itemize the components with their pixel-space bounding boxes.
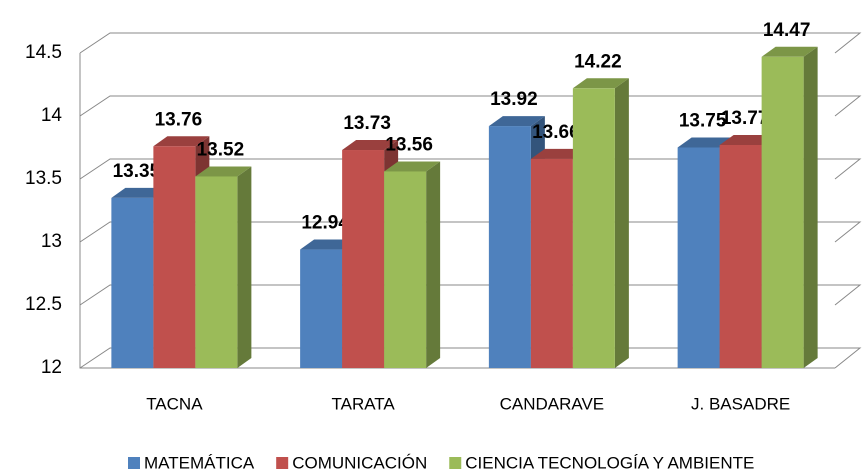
bar-top <box>384 161 441 172</box>
data-label: 13.92 <box>490 89 538 110</box>
bar-top <box>572 78 629 89</box>
x-tick-label: TARATA <box>331 394 395 413</box>
legend-label: MATEMÁTICA <box>144 453 255 472</box>
data-label: 13.76 <box>155 109 203 130</box>
data-label: 13.73 <box>343 113 391 134</box>
bar-side <box>803 46 818 368</box>
data-label: 13.56 <box>385 134 433 155</box>
legend-label: CIENCIA TECNOLOGÍA Y AMBIENTE <box>465 453 754 472</box>
bar <box>761 46 818 368</box>
bar-top <box>195 166 252 177</box>
data-label: 13.66 <box>532 122 580 143</box>
grid-line <box>79 158 862 180</box>
x-tick-label: TACNA <box>146 394 203 413</box>
bar-front <box>153 146 196 368</box>
bar-top <box>488 116 545 127</box>
legend-swatch <box>276 457 289 469</box>
y-tick-label: 13 <box>41 231 62 252</box>
data-label: 13.77 <box>721 108 769 129</box>
grid-line <box>79 284 862 306</box>
bar-front <box>111 197 154 368</box>
data-label: 14.22 <box>574 51 622 72</box>
bar-front <box>761 56 804 368</box>
x-tick-label: CANDARAVE <box>500 394 605 413</box>
legend-label: COMUNICACIÓN <box>292 453 427 472</box>
bar <box>384 161 441 368</box>
bar-front <box>488 126 531 368</box>
bar <box>195 166 252 368</box>
bar-front <box>572 88 615 368</box>
bar-side <box>614 78 629 368</box>
legend-swatch <box>449 457 462 469</box>
bar-side <box>426 161 441 368</box>
bar-front <box>530 158 573 368</box>
legend-swatch <box>128 457 140 469</box>
bar-front <box>300 249 343 368</box>
bar-side <box>237 166 252 368</box>
bar-front <box>719 144 762 368</box>
y-tick-label: 12.5 <box>25 294 62 315</box>
data-label: 13.35 <box>113 161 161 182</box>
y-tick-label: 13.5 <box>25 168 62 189</box>
grid-line <box>79 32 862 54</box>
y-tick-label: 14 <box>41 105 63 126</box>
bar-front <box>195 176 238 368</box>
bar-front <box>384 171 427 368</box>
bar-top <box>761 46 818 57</box>
bar-top <box>342 140 399 151</box>
grid-line <box>79 221 862 243</box>
data-label: 14.47 <box>763 20 811 41</box>
data-label: 13.52 <box>197 139 245 160</box>
bar <box>572 78 629 368</box>
bar-top <box>153 136 210 147</box>
grid-line <box>79 347 862 369</box>
bar-front <box>677 147 720 368</box>
y-tick-label: 14.5 <box>25 42 62 63</box>
y-tick-label: 12 <box>41 357 62 378</box>
data-label: 12.94 <box>301 213 349 234</box>
data-label: 13.75 <box>679 111 727 132</box>
x-tick-label: J. BASADRE <box>691 394 790 413</box>
grid-line <box>79 95 862 117</box>
bar-front <box>342 150 385 368</box>
